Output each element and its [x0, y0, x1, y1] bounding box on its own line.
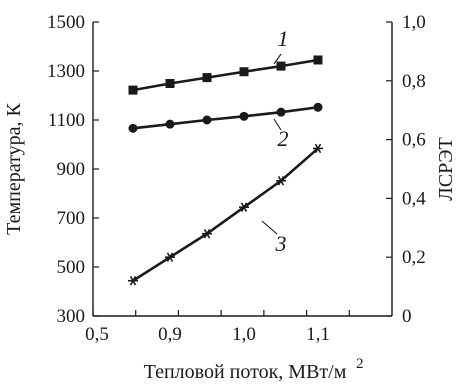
x-axis-title-superscript: 2	[356, 356, 364, 372]
series-1-point	[202, 73, 212, 83]
curve-label-leader	[261, 220, 278, 235]
curve-label-2: 2	[278, 126, 289, 151]
series-3-point	[276, 176, 286, 186]
y-left-axis-title: Температура, К	[3, 103, 25, 235]
x-tick-label: 1,1	[306, 324, 330, 345]
curve-label-3: 3	[275, 231, 287, 256]
series-3-point	[202, 228, 212, 239]
series-2-point	[276, 107, 286, 117]
y-right-tick-label: 1,0	[402, 12, 426, 33]
y-right-tick-label: 0,8	[402, 71, 426, 92]
y-right-axis-title: ЛСРЭТ	[435, 137, 457, 200]
y-left-tick-label: 1300	[47, 61, 85, 82]
y-left-tick-label: 1500	[47, 12, 85, 33]
series-2-point	[239, 111, 249, 121]
series-1-point	[313, 55, 323, 65]
x-tick-label: 0,9	[158, 324, 182, 345]
asterisk-stroke	[240, 202, 248, 212]
asterisk-stroke	[129, 275, 137, 286]
series-1-point	[165, 78, 175, 88]
y-left-tick-label: 700	[57, 208, 86, 229]
series-3-point	[165, 252, 175, 262]
series-2-point	[128, 123, 138, 133]
series-2-point	[165, 119, 175, 129]
curve-label-leader	[273, 118, 282, 131]
y-left-tick-label: 900	[57, 159, 86, 180]
asterisk-stroke	[277, 176, 285, 186]
axes: 0,5 0,9 1,0 1,1 300 500 700 900 1100 1300 1500 0 0,2…	[3, 12, 457, 383]
curve-labels: 1 2 3	[261, 26, 289, 256]
y-right-tick-label: 0,6	[402, 130, 426, 151]
x-tick-label: 1,0	[232, 324, 256, 345]
y-left-tick-label: 300	[57, 306, 86, 327]
series-3-point	[239, 202, 249, 212]
asterisk-stroke	[314, 143, 322, 154]
asterisk-stroke	[166, 252, 174, 262]
series-2-point	[313, 102, 323, 112]
curve-label-1: 1	[278, 26, 289, 51]
series-layer	[128, 55, 323, 286]
y-right-tick-label: 0	[402, 306, 412, 327]
y-right-tick-label: 0,4	[402, 188, 426, 209]
y-right-tick-label: 0,2	[402, 247, 426, 268]
series-1-point	[239, 67, 249, 77]
series-3-line	[132, 147, 319, 282]
x-axis-title: Тепловой поток, МВт/м	[144, 361, 347, 383]
series-2-point	[202, 115, 212, 125]
series-1-point	[276, 61, 286, 71]
series-3-point	[313, 143, 323, 154]
series-1-point	[128, 85, 138, 95]
series-2-line	[132, 105, 319, 130]
series-1-line	[132, 58, 319, 92]
x-tick-label: 0,5	[85, 324, 109, 345]
y-left-tick-label: 1100	[48, 110, 85, 131]
y-left-tick-label: 500	[57, 257, 86, 278]
curve-label-leader	[273, 53, 282, 65]
asterisk-stroke	[203, 228, 211, 239]
series-3-point	[128, 275, 138, 286]
